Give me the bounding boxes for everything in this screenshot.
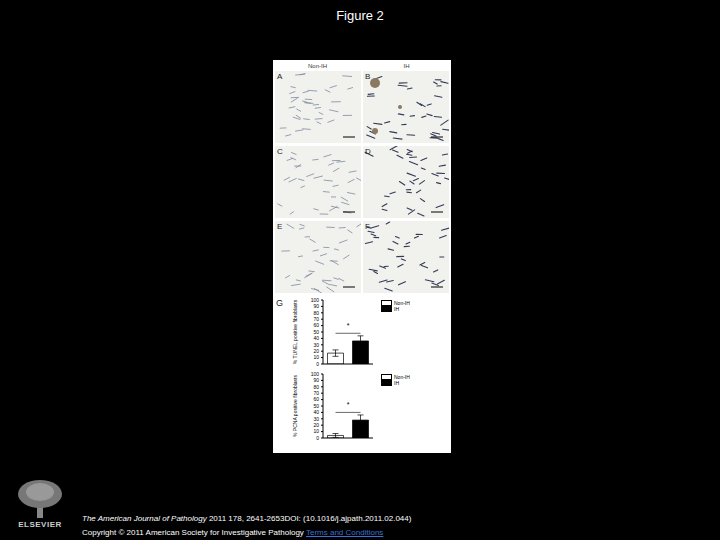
svg-text:50: 50 — [313, 329, 319, 335]
svg-text:0: 0 — [316, 361, 319, 367]
svg-text:80: 80 — [313, 310, 319, 316]
html-text:A: A — [277, 72, 283, 81]
html-text:Non-IH: Non-IH — [308, 62, 327, 69]
svg-text:% PCNA positive fibroblasts: % PCNA positive fibroblasts — [292, 375, 298, 437]
html-text:E: E — [277, 222, 283, 231]
html-text:Non-IH: Non-IH — [394, 300, 410, 306]
svg-text:40: 40 — [313, 335, 319, 341]
html-text:The American Journal of Pathol: The American Journal of Pathology 2011 1… — [82, 514, 412, 523]
svg-text:30: 30 — [313, 342, 319, 348]
svg-text:50: 50 — [313, 403, 319, 409]
svg-text:*: * — [347, 401, 350, 408]
html-text:C: C — [277, 147, 283, 156]
html-text:D: D — [365, 147, 371, 156]
svg-text:90: 90 — [313, 377, 319, 383]
svg-text:100: 100 — [311, 371, 320, 377]
html-text:IH: IH — [394, 380, 399, 386]
html-text:ELSEVIER: ELSEVIER — [18, 520, 62, 529]
svg-text:30: 30 — [313, 416, 319, 422]
html-text:B: B — [365, 72, 371, 81]
svg-text:40: 40 — [313, 409, 319, 415]
svg-text:0: 0 — [316, 435, 319, 441]
svg-text:70: 70 — [313, 390, 319, 396]
svg-text:10: 10 — [313, 354, 319, 360]
svg-text:10: 10 — [313, 428, 319, 434]
svg-text:20: 20 — [313, 422, 319, 428]
svg-text:60: 60 — [313, 396, 319, 402]
svg-text:*: * — [347, 322, 350, 329]
html-text:IH: IH — [403, 62, 410, 69]
html-text:G: G — [276, 298, 283, 308]
svg-text:% TUNEL positive fibroblasts: % TUNEL positive fibroblasts — [292, 299, 298, 364]
html-text:Copyright © 2011 American Soci: Copyright © 2011 American Society for In… — [82, 528, 384, 537]
html-text:Figure 2: Figure 2 — [336, 8, 384, 23]
svg-text:20: 20 — [313, 348, 319, 354]
html-text:IH: IH — [394, 306, 399, 312]
svg-text:60: 60 — [313, 322, 319, 328]
svg-text:100: 100 — [311, 297, 320, 303]
html-text:F: F — [365, 222, 370, 231]
svg-text:70: 70 — [313, 316, 319, 322]
svg-text:80: 80 — [313, 384, 319, 390]
svg-text:90: 90 — [313, 303, 319, 309]
html-text:Non-IH: Non-IH — [394, 374, 410, 380]
